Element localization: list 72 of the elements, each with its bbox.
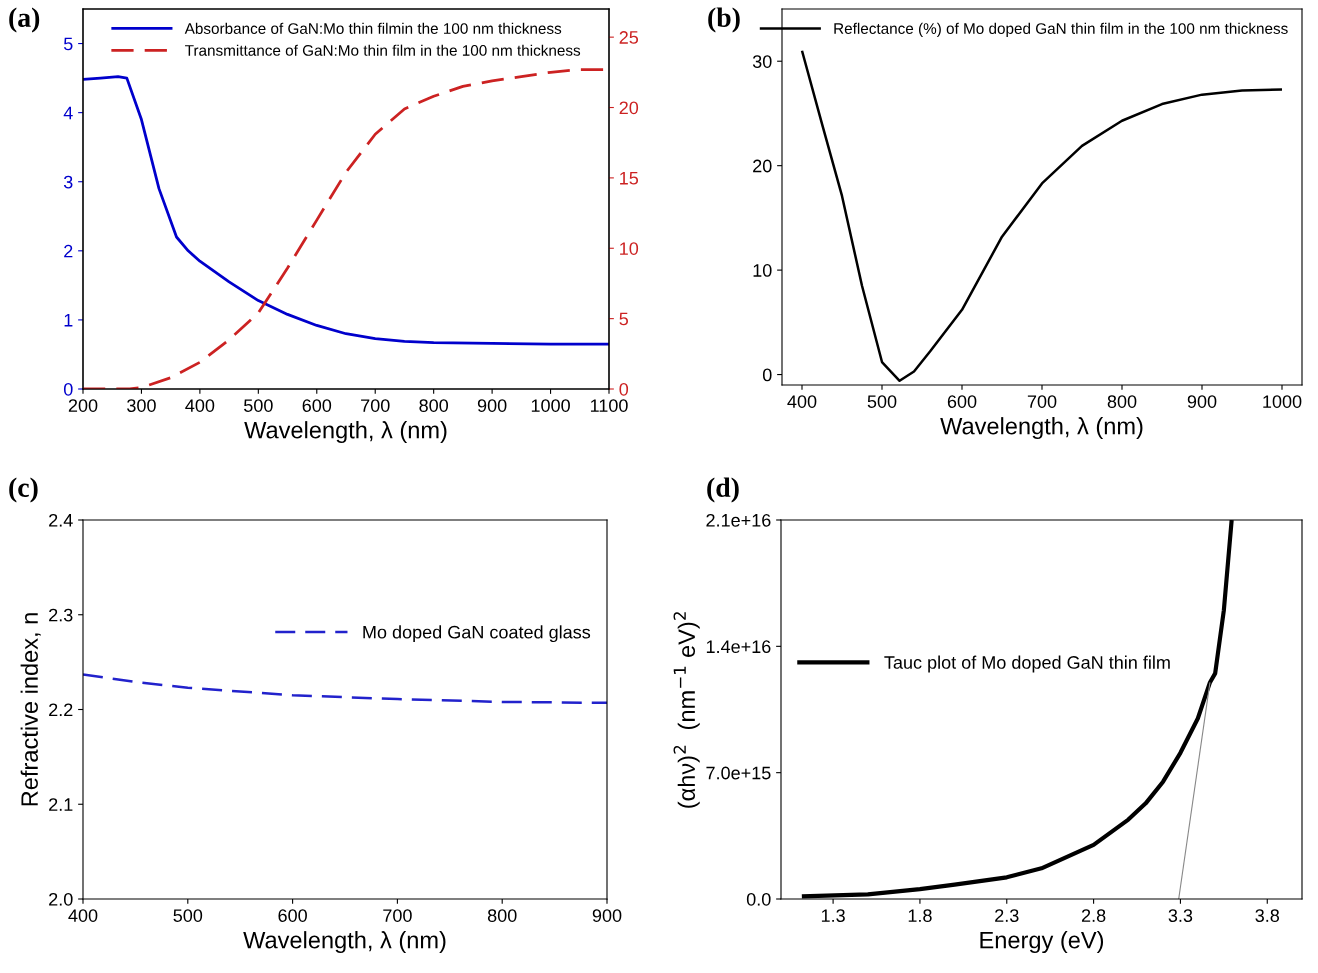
legend-label: Reflectance (%) of Mo doped GaN thin film in the 100 nm thickness bbox=[834, 22, 1288, 37]
y-axis-title: Refractive index, n bbox=[20, 613, 41, 806]
x-tick-label: 500 bbox=[173, 909, 203, 922]
y2-tick-label: 20 bbox=[619, 101, 639, 115]
line-series bbox=[800, 49, 1284, 383]
x-tick-label: 700 bbox=[361, 399, 390, 412]
x-tick-label: 400 bbox=[185, 399, 215, 412]
x-tick-label: 1.3 bbox=[821, 909, 845, 922]
y-tick-label: 2.1e+16 bbox=[706, 513, 771, 527]
y2-tick-label: 15 bbox=[620, 172, 639, 185]
legend-label: Absorbance of GaN:Mo thin filmin the 100 nm thickness bbox=[184, 22, 562, 34]
y-tick-label: 30 bbox=[752, 55, 772, 68]
y-tick-label: 10 bbox=[753, 264, 772, 277]
x-tick-label: 200 bbox=[68, 399, 98, 412]
y-tick-label: 5 bbox=[63, 37, 73, 51]
y-tick-label: 0 bbox=[63, 382, 73, 396]
y2-tick-label: 0 bbox=[619, 382, 629, 396]
x-tick-label: 2.3 bbox=[995, 909, 1019, 922]
x-tick-label: 1000 bbox=[531, 399, 570, 412]
x-tick-label: 700 bbox=[1027, 395, 1057, 408]
chart-title: (b) bbox=[708, 7, 740, 33]
x-tick-label: 2.8 bbox=[1081, 909, 1106, 922]
legend-label: Tauc plot of Mo doped GaN thin film bbox=[884, 655, 1170, 673]
y-tick-label: 1.4e+16 bbox=[706, 640, 771, 654]
x-axis-title: Energy (eV) bbox=[980, 931, 1104, 954]
y-tick-label: 3 bbox=[63, 175, 73, 189]
y-tick-label: 2.3 bbox=[49, 608, 73, 622]
x-tick-label: 3.3 bbox=[1168, 909, 1193, 922]
chart-title: (c) bbox=[9, 477, 38, 503]
chart-title: (a) bbox=[9, 7, 40, 33]
y-tick-label: 0 bbox=[762, 368, 772, 382]
y-tick-label: 2 bbox=[64, 244, 73, 258]
x-tick-label: 1.8 bbox=[908, 909, 932, 922]
y2-tick-label: 5 bbox=[619, 312, 629, 326]
x-tick-label: 1000 bbox=[1263, 395, 1302, 408]
y-tick-label: 4 bbox=[63, 106, 73, 120]
y-tick-label: 1 bbox=[64, 314, 73, 327]
x-tick-label: 400 bbox=[68, 909, 98, 922]
x-tick-label: 700 bbox=[383, 909, 412, 922]
y-axis-title: (αhν)$^{2}$ (nm$^{−1}$ eV)$^{2}$ bbox=[673, 612, 700, 808]
x-tick-label: 800 bbox=[419, 399, 449, 412]
y-tick-label: 0.0 bbox=[746, 892, 771, 906]
y2-tick-label: 25 bbox=[619, 31, 639, 44]
legend-label: Mo doped GaN coated glass bbox=[363, 625, 591, 643]
x-tick-label: 900 bbox=[592, 909, 622, 922]
x-tick-label: 600 bbox=[302, 399, 332, 412]
x-tick-label: 800 bbox=[1107, 395, 1137, 408]
y-tick-label: 2.1 bbox=[49, 798, 73, 811]
x-tick-label: 900 bbox=[477, 399, 507, 412]
y-tick-label: 2.2 bbox=[49, 703, 73, 717]
y-tick-label: 2.0 bbox=[49, 892, 73, 906]
x-tick-label: 3.8 bbox=[1255, 909, 1280, 922]
x-tick-label: 500 bbox=[243, 399, 273, 412]
y-tick-label: 20 bbox=[753, 159, 772, 173]
x-axis-title: Wavelength, λ (nm) bbox=[244, 421, 447, 444]
x-tick-label: 500 bbox=[867, 395, 897, 408]
x-tick-label: 1100 bbox=[590, 399, 628, 412]
x-axis-title: Wavelength, λ (nm) bbox=[243, 931, 446, 954]
y2-tick-label: 10 bbox=[620, 242, 639, 255]
y-tick-label: 2.4 bbox=[49, 513, 73, 527]
x-tick-label: 600 bbox=[278, 909, 307, 922]
x-tick-label: 600 bbox=[947, 395, 977, 408]
x-axis-title: Wavelength, λ (nm) bbox=[940, 417, 1143, 440]
line-series bbox=[83, 75, 609, 346]
x-tick-label: 800 bbox=[487, 909, 517, 922]
x-tick-label: 900 bbox=[1187, 395, 1217, 408]
x-tick-label: 400 bbox=[787, 395, 817, 408]
legend-label: Transmittance of GaN:Mo thin film in the 100 nm thickness bbox=[185, 44, 581, 56]
y-tick-label: 7.0e+15 bbox=[706, 766, 771, 780]
chart-title: (d) bbox=[707, 477, 739, 503]
line-series bbox=[83, 673, 607, 705]
x-tick-label: 300 bbox=[127, 399, 156, 412]
